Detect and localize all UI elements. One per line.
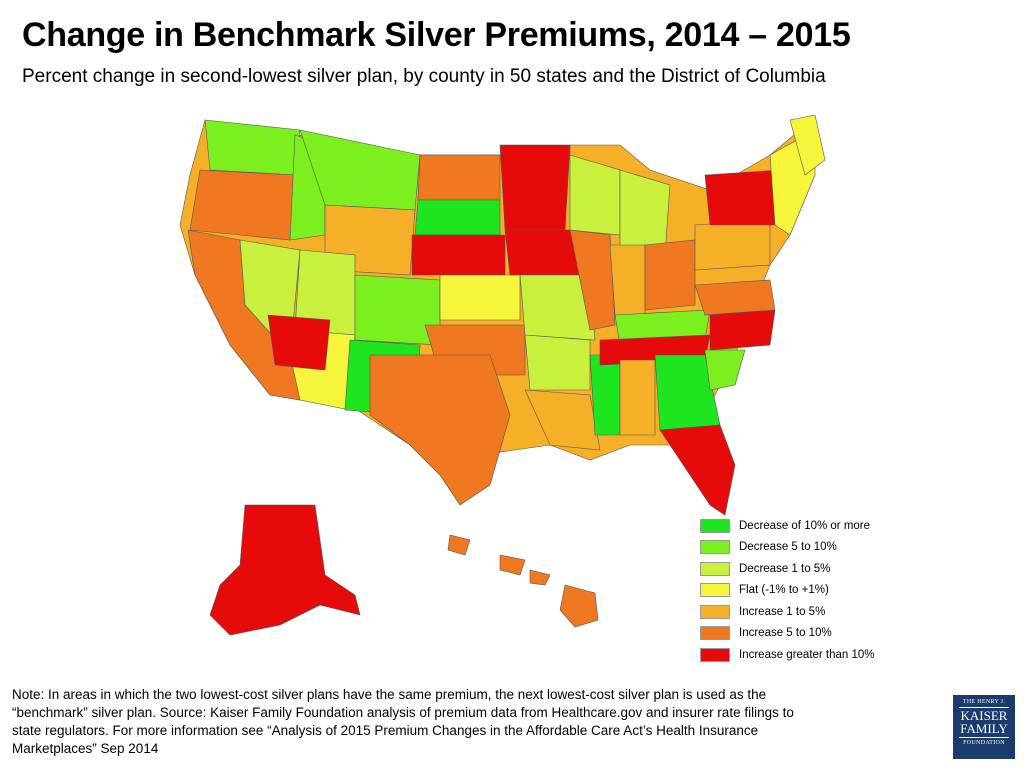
region-mississippi [589, 354, 621, 436]
legend-item: Flat (-1% to +1%) [700, 580, 900, 602]
region-michigan [619, 169, 671, 256]
legend-swatch [700, 518, 730, 533]
legend-swatch [700, 647, 730, 662]
region-iowa [504, 229, 581, 276]
region-pennsylvania [694, 219, 771, 271]
region-hawaii-3 [529, 569, 551, 586]
legend-label: Decrease 1 to 5% [739, 562, 831, 575]
note-line: Marketplaces” Sep 2014 [12, 741, 159, 756]
region-kansas [439, 274, 521, 321]
region-hawaii-1 [447, 534, 471, 556]
page-subtitle: Percent change in second-lowest silver p… [22, 66, 826, 87]
region-hawaii-big-island [559, 584, 599, 628]
legend-label: Increase greater than 10% [739, 648, 875, 661]
region-north-dakota [417, 154, 501, 201]
legend-label: Decrease of 10% or more [739, 519, 871, 532]
legend-item: Decrease 5 to 10% [700, 537, 900, 559]
legend-label: Increase 5 to 10% [739, 627, 832, 640]
region-north-carolina [709, 309, 776, 351]
region-florida [659, 424, 736, 516]
source-note: Note: In areas in which the two lowest-c… [12, 686, 912, 758]
region-illinois [569, 229, 616, 331]
legend-item: Decrease of 10% or more [700, 515, 900, 537]
note-line: state regulators. For more information s… [12, 723, 759, 738]
region-washington [204, 119, 301, 176]
note-line: “benchmark” silver plan. Source: Kaiser … [12, 705, 794, 720]
region-nebraska [411, 234, 506, 276]
legend-label: Increase 1 to 5% [739, 605, 826, 618]
region-louisiana [524, 389, 601, 451]
legend-swatch [700, 583, 730, 598]
region-south-carolina [704, 349, 746, 391]
region-south-dakota [414, 199, 501, 236]
region-arkansas [524, 334, 591, 391]
legend-swatch [700, 626, 730, 641]
region-hawaii-2 [499, 554, 526, 576]
page-title: Change in Benchmark Silver Premiums, 201… [22, 16, 851, 54]
legend-item: Decrease 1 to 5% [700, 558, 900, 580]
region-maine [789, 115, 826, 176]
region-alaska [209, 504, 361, 636]
region-minnesota [499, 144, 571, 231]
kaiser-family-foundation-logo: THE HENRY J. KAISER FAMILY FOUNDATION [953, 695, 1015, 759]
region-alabama [619, 359, 656, 436]
legend-item: Increase 1 to 5% [700, 601, 900, 623]
region-ohio [644, 239, 696, 311]
legend-item: Increase 5 to 10% [700, 623, 900, 645]
region-missouri [519, 274, 596, 341]
legend-swatch [700, 540, 730, 555]
region-new-york [704, 169, 781, 226]
map-legend: Decrease of 10% or more Decrease 5 to 10%… [700, 515, 900, 666]
region-oregon [189, 169, 296, 241]
region-arizona-red [267, 314, 331, 371]
region-virginia [694, 279, 776, 316]
legend-label: Decrease 5 to 10% [739, 541, 837, 554]
legend-swatch [700, 604, 730, 619]
region-colorado [354, 274, 441, 346]
legend-swatch [700, 561, 730, 576]
note-line: Note: In areas in which the two lowest-c… [12, 687, 767, 702]
region-indiana [609, 244, 646, 316]
us-county-map [179, 115, 826, 636]
legend-label: Flat (-1% to +1%) [739, 584, 829, 597]
region-texas [369, 354, 511, 506]
legend-item: Increase greater than 10% [700, 644, 900, 666]
